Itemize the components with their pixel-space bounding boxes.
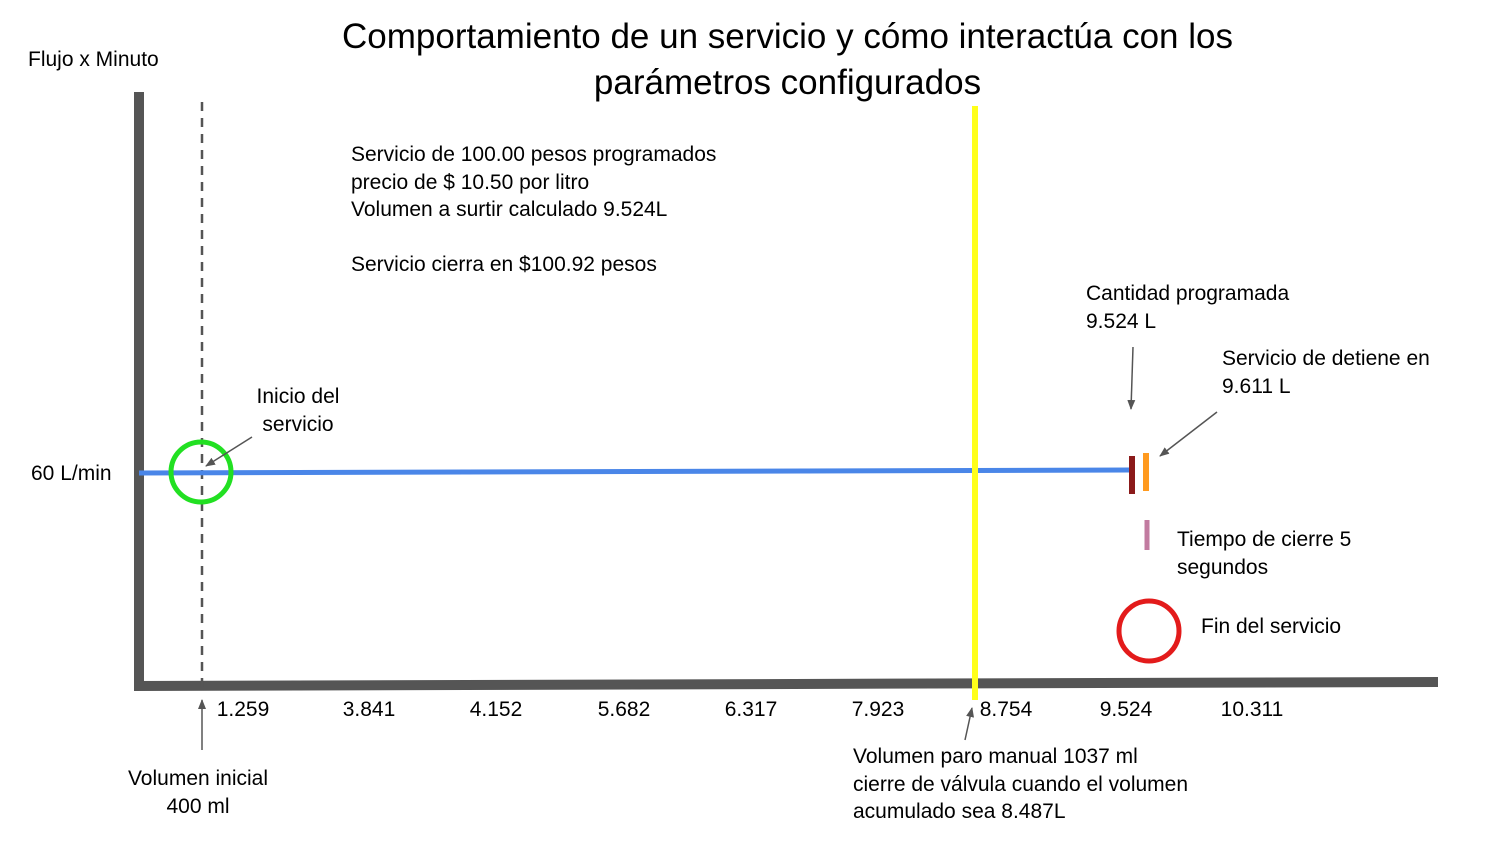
programmed-quantity-arrow <box>1127 346 1136 410</box>
closing-time-line: Tiempo de cierre 5 <box>1177 528 1352 551</box>
service-stop-line: Servicio de detiene en <box>1222 347 1430 370</box>
service-stop-arrow <box>1159 411 1218 457</box>
x-tick-label: 4.152 <box>469 698 523 721</box>
x-tick-label: 8.754 <box>979 698 1033 721</box>
y-axis-label: Flujo x Minuto <box>28 48 159 71</box>
service-info: Servicio de 100.00 pesos programados pre… <box>351 141 716 279</box>
start-annotation-line: Inicio del <box>256 385 340 408</box>
start-circle <box>168 439 234 505</box>
x-tick-label: 10.311 <box>1220 698 1284 721</box>
x-tick-label: 7.923 <box>851 698 905 721</box>
start-arrow <box>205 436 253 467</box>
x-tick-label: 5.682 <box>597 698 651 721</box>
x-axis <box>133 677 1439 691</box>
x-tick-label: 6.317 <box>724 698 778 721</box>
closing-time-annotation: Tiempo de cierre 5 segundos <box>1177 526 1351 581</box>
manual-stop-line-text: cierre de válvula cuando el volumen <box>853 772 1189 796</box>
programmed-quantity-annotation: Cantidad programada 9.524 L <box>1086 280 1289 335</box>
start-annotation-line: servicio <box>262 412 334 436</box>
x-tick-label: 3.841 <box>342 698 396 721</box>
service-stop-line: 9.611 L <box>1222 374 1291 398</box>
initial-volume-line: 400 ml <box>166 794 230 818</box>
x-tick-label: 1.259 <box>216 698 270 721</box>
manual-stop-line-text: Volumen paro manual 1037 ml <box>853 745 1138 768</box>
service-stop-annotation: Servicio de detiene en 9.611 L <box>1222 345 1430 400</box>
service-info-line: Volumen a surtir calculado 9.524L <box>351 198 668 221</box>
service-info-line: Servicio de 100.00 pesos programados <box>351 143 717 166</box>
manual-stop-arrow <box>964 707 974 741</box>
manual-stop-line-text: acumulado sea 8.487L <box>853 800 1066 823</box>
start-annotation: Inicio del servicio <box>246 383 350 438</box>
title-line-1: Comportamiento de un servicio y cómo int… <box>342 17 1233 56</box>
manual-stop-annotation: Volumen paro manual 1037 ml cierre de vá… <box>853 743 1188 826</box>
programmed-quantity-line: 9.524 L <box>1086 309 1157 333</box>
title-line-2: parámetros configurados <box>593 63 982 102</box>
closing-time-line: segundos <box>1177 555 1269 579</box>
x-tick-label: 9.524 <box>1099 698 1153 721</box>
initial-volume-annotation: Volumen inicial 400 ml <box>110 765 286 820</box>
service-info-line: precio de $ 10.50 por litro <box>351 170 590 194</box>
service-info-line: Servicio cierra en $100.92 pesos <box>351 253 657 276</box>
initial-volume-line: Volumen inicial <box>127 767 269 790</box>
flow-rate-label: 60 L/min <box>31 462 112 485</box>
end-circle <box>1116 598 1182 664</box>
diagram-title: Comportamiento de un servicio y cómo int… <box>250 14 1325 106</box>
programmed-quantity-line: Cantidad programada <box>1086 282 1290 305</box>
flow-line <box>138 467 1131 476</box>
end-annotation: Fin del servicio <box>1201 615 1342 638</box>
